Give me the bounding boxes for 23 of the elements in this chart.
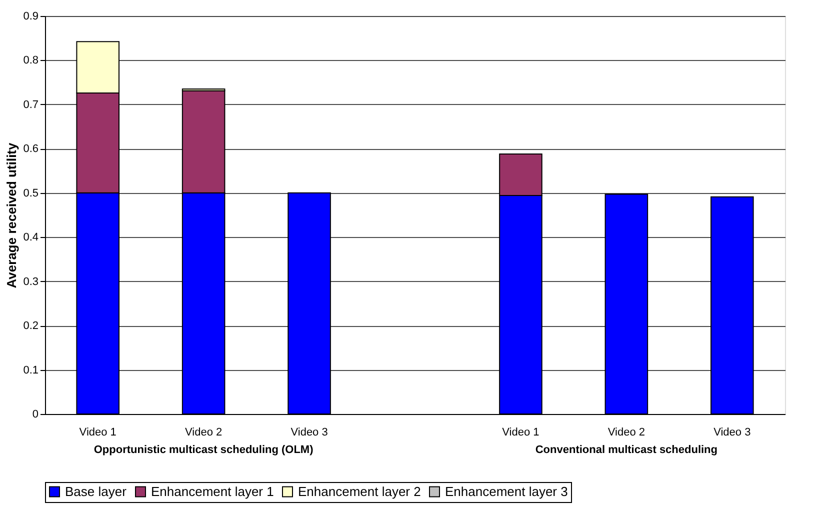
y-tick-label: 0.9 [23,10,38,22]
legend-label: Enhancement layer 1 [151,484,274,499]
legend-label: Enhancement layer 2 [298,484,421,499]
legend-label: Enhancement layer 3 [445,484,568,499]
y-tick-label: 0 [32,408,38,420]
y-tick-label: 0.4 [23,232,38,244]
x-tick-label: Video 2 [185,426,222,438]
y-axis-title: Average received utility [4,142,20,288]
x-tick-label: Video 3 [714,426,751,438]
x-tick-label: Video 2 [608,426,645,438]
text: Conventional multicast scheduling [535,444,718,456]
x-tick-label: Video 1 [502,426,540,438]
y-tick-label: 0.7 [23,98,38,111]
y-tick-label: 0.3 [23,276,38,288]
x-tick-label: Video 1 [79,426,116,438]
y-tick-label: 0.1 [23,364,38,376]
y-tick-label: 0.6 [23,143,38,156]
legend-label: Base layer [65,484,128,499]
text: Opportunistic multicast scheduling (OLM) [94,444,314,456]
y-tick-label: 0.8 [23,54,38,67]
y-tick-label: 0.5 [23,187,38,200]
y-tick-label: 0.2 [23,320,38,332]
x-tick-label: Video 3 [290,426,328,438]
